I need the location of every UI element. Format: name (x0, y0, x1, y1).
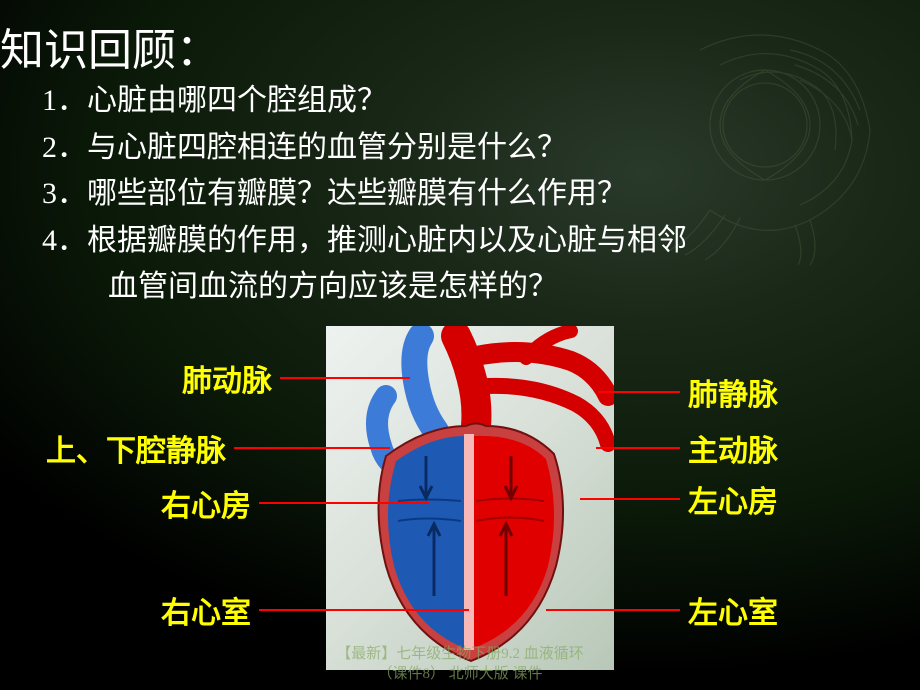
q-text: 心脏由哪四个腔组成？ (87, 78, 687, 125)
label-vena-cava: 上、下腔静脉 (46, 426, 390, 470)
leader-line (546, 609, 680, 612)
label-text: 左心室 (688, 588, 778, 632)
label-text: 肺动脉 (182, 356, 272, 400)
leader-line (234, 447, 390, 450)
leader-line (259, 609, 469, 612)
slide-title: 知识回顾： (0, 14, 220, 78)
label-text: 上、下腔静脉 (46, 426, 226, 470)
footer-line2: （课件8） 北师大版 课件 (0, 665, 920, 685)
label-right-ventricle: 右心室 (161, 588, 469, 632)
q4-continuation: 血管间血流的方向应该是怎样的？ (42, 264, 687, 311)
leader-line (598, 391, 680, 394)
q-num: 3． (42, 171, 87, 218)
label-pulmonary-artery: 肺动脉 (182, 356, 410, 400)
q-text: 根据瓣膜的作用，推测心脏内以及心脏与相邻 (87, 218, 687, 265)
q-text: 与心脏四腔相连的血管分别是什么？ (87, 125, 687, 172)
label-text: 主动脉 (688, 426, 778, 470)
q-num: 1． (42, 78, 87, 125)
question-item: 4．根据瓣膜的作用，推测心脏内以及心脏与相邻 (42, 218, 687, 265)
footer-line1: 【最新】七年级生物下册9.2 血液循环 (0, 645, 920, 665)
heart-diagram: 肺动脉 上、下腔静脉 右心房 右心室 肺静脉 主动脉 左心房 左心室 (0, 326, 920, 670)
label-right-atrium: 右心房 (161, 481, 429, 525)
label-left-ventricle: 左心室 (546, 588, 778, 632)
leader-line (259, 502, 429, 505)
question-item: 2．与心脏四腔相连的血管分别是什么？ (42, 125, 687, 172)
q-text: 哪些部位有瓣膜？达些瓣膜有什么作用？ (87, 171, 687, 218)
label-text: 左心房 (688, 477, 778, 521)
q-num: 2． (42, 125, 87, 172)
label-text: 肺静脉 (688, 370, 778, 414)
footer-citation: 【最新】七年级生物下册9.2 血液循环 （课件8） 北师大版 课件 (0, 645, 920, 684)
question-item: 1．心脏由哪四个腔组成？ (42, 78, 687, 125)
q-num: 4． (42, 218, 87, 265)
label-pulmonary-vein: 肺静脉 (598, 370, 778, 414)
label-aorta: 主动脉 (596, 426, 778, 470)
leader-line (596, 447, 680, 450)
question-item: 3．哪些部位有瓣膜？达些瓣膜有什么作用？ (42, 171, 687, 218)
leader-line (280, 377, 410, 380)
label-text: 右心房 (161, 481, 251, 525)
leader-line (580, 498, 680, 501)
label-left-atrium: 左心房 (580, 477, 778, 521)
label-text: 右心室 (161, 588, 251, 632)
question-list: 1．心脏由哪四个腔组成？ 2．与心脏四腔相连的血管分别是什么？ 3．哪些部位有瓣… (42, 78, 687, 311)
